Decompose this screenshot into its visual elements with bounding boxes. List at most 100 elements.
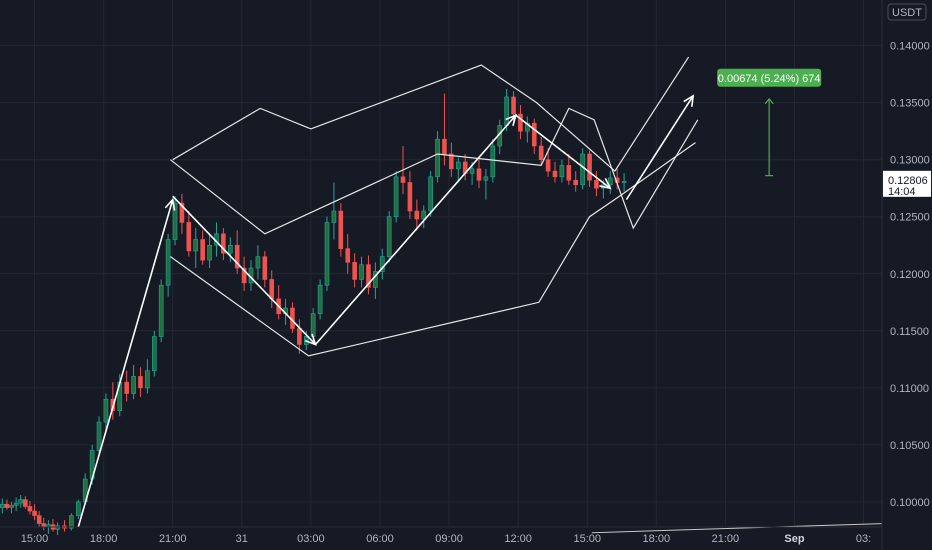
y-tick-label: 0.10500 [890, 440, 930, 452]
candle-body [179, 202, 185, 223]
candle-body [455, 161, 461, 170]
candle-body [490, 145, 496, 178]
candle-body [0, 503, 5, 508]
currency-badge[interactable]: USDT [887, 3, 927, 21]
pattern-line-1[interactable] [170, 107, 699, 235]
candle-body [476, 168, 482, 181]
candle-body [317, 284, 323, 314]
x-tick-label: 31 [236, 533, 248, 545]
drawings-layer [77, 56, 883, 534]
candle-body [393, 176, 399, 218]
candle-body [442, 138, 447, 155]
x-tick-label: 03:00 [297, 533, 325, 545]
candle-body [352, 262, 357, 280]
measure-label-box [717, 68, 822, 87]
y-tick-label: 0.11000 [890, 383, 929, 395]
y-tick-label: 0.12500 [890, 212, 930, 224]
candle-body [421, 210, 427, 220]
candle-body [449, 153, 454, 170]
x-tick-label: 18:00 [90, 533, 118, 545]
candle-body [13, 502, 19, 506]
candle-body [366, 264, 371, 288]
y-tick-label: 0.13500 [890, 98, 930, 110]
candle-body [9, 505, 14, 508]
candle-body [573, 179, 579, 186]
candle-body [269, 279, 275, 300]
candle-body [234, 244, 240, 269]
y-tick-label: 0.12000 [890, 269, 930, 281]
currency-badge-label: USDT [892, 7, 922, 19]
candle-body [172, 202, 178, 240]
candle-body [4, 503, 10, 508]
impulse-arrow[interactable] [77, 197, 176, 528]
candle-body [186, 222, 192, 252]
candle-body [587, 153, 592, 181]
candle-body [428, 176, 433, 212]
candle-body [324, 222, 330, 286]
candle-body [359, 264, 364, 280]
candle-body [545, 159, 551, 172]
candle-body [400, 176, 406, 183]
last-price-value: 0.12806 [888, 175, 928, 187]
candle-body [207, 244, 212, 261]
candle-body [559, 165, 565, 178]
candle-body [338, 210, 344, 249]
candle-body [255, 256, 261, 269]
pattern-line-2[interactable] [172, 56, 690, 173]
currency-badge-box [887, 3, 927, 21]
candle-body [407, 182, 413, 212]
x-tick-label: 21:00 [159, 533, 187, 545]
candle-body [607, 177, 613, 186]
measure-tool[interactable]: 0.00674 (5.24%) 674 [717, 68, 822, 177]
x-tick-label: 12:00 [504, 533, 532, 545]
candle-body [483, 176, 489, 181]
candle-body [331, 210, 337, 223]
y-tick-label: 0.10000 [890, 497, 930, 509]
candle-body [36, 515, 42, 524]
candle-body [221, 233, 226, 254]
candle-body [504, 96, 509, 126]
candle-body [345, 248, 351, 263]
price-axis[interactable]: 0.14000 0.13500 0.13000 0.12500 0.12000 0.115… [881, 0, 930, 550]
candle-body [518, 113, 523, 132]
x-tick-label: 09:00 [435, 533, 463, 545]
candle-body [193, 239, 199, 252]
candle-body [145, 370, 150, 389]
candle-body [158, 284, 164, 337]
candle-body [138, 376, 143, 389]
candle-body [124, 381, 129, 394]
y-tick-label: 0.14000 [890, 41, 930, 53]
candle-body [386, 216, 392, 257]
candle-body [297, 328, 302, 345]
x-tick-label: 21:00 [712, 533, 740, 545]
projection-arrow[interactable] [625, 94, 695, 201]
candle-body [27, 506, 33, 512]
y-tick-label: 0.11500 [890, 326, 929, 338]
candle-body [511, 96, 516, 115]
candle-body [55, 525, 60, 530]
candle-body [165, 239, 171, 286]
trend-line-bottom[interactable] [591, 523, 883, 534]
down-arrow-2[interactable] [515, 114, 612, 190]
measure-label: 0.00674 (5.24%) 674 [718, 73, 821, 85]
candle-body [103, 398, 109, 423]
candle-body [41, 523, 47, 528]
candle-body [241, 267, 247, 284]
measure-arrowhead [764, 97, 774, 105]
candle-body [538, 145, 544, 160]
candle-body [310, 313, 316, 337]
candle-body [566, 165, 572, 181]
x-tick-label: Sep [784, 533, 804, 545]
candle-body [594, 179, 599, 189]
candle-body [200, 239, 205, 261]
candle-body [96, 421, 102, 451]
candle-body [379, 256, 385, 272]
pattern-line-3[interactable] [170, 142, 696, 357]
time-axis[interactable]: 15:00 18:00 21:00 31 03:00 06:00 09:00 12:00 15:… [0, 526, 882, 545]
candle-body [580, 153, 585, 186]
candle-body [75, 501, 81, 516]
candle-body [32, 510, 37, 516]
x-tick-label: 06:00 [366, 533, 394, 545]
